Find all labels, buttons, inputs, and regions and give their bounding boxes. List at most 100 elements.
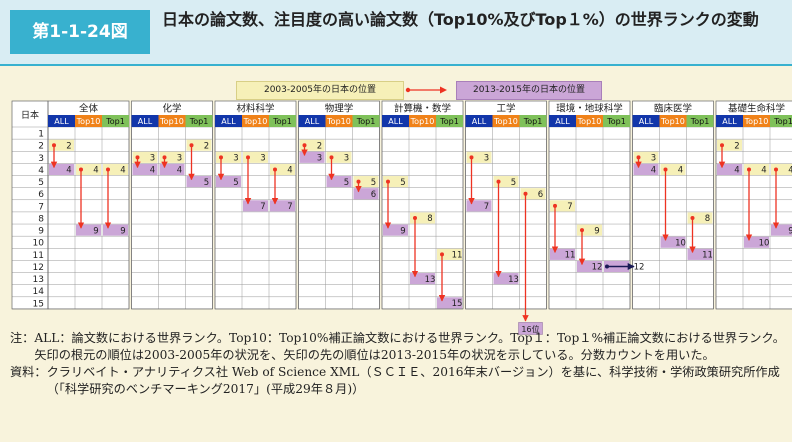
new-position-cell — [466, 200, 492, 212]
metric-header-label: ALL — [639, 117, 654, 126]
old-position-cell — [383, 176, 408, 188]
metric-header-bg — [659, 115, 687, 127]
field-header-bg — [215, 101, 296, 115]
metric-header-bg — [743, 115, 770, 127]
rank-value-new: 5 — [233, 178, 238, 188]
arrow-origin-dot — [690, 215, 695, 220]
arrow-origin-dot — [440, 252, 444, 257]
metric-header-label: ALL — [138, 117, 153, 126]
rank-value-new: 10 — [759, 238, 770, 248]
metric-header-bg — [158, 115, 186, 127]
metric-header-label: Top1 — [523, 117, 543, 126]
note-text: ALL：論文数における世界ランク。Top10：Top10%補正論文数における世界… — [34, 331, 785, 362]
new-position-cell — [353, 188, 379, 200]
rank-value-old: 3 — [177, 154, 182, 164]
old-position-cell — [270, 163, 295, 176]
new-position-cell — [132, 163, 158, 176]
rank-value-old: 4 — [93, 166, 98, 176]
old-position-cell — [493, 176, 519, 188]
metric-header-label: Top1 — [606, 117, 626, 126]
rank-value-old: 2 — [66, 141, 71, 151]
rank-value-old: 5 — [511, 178, 516, 188]
rank-value-old: 8 — [705, 214, 710, 224]
old-position-cell — [103, 163, 128, 176]
new-position-cell — [660, 236, 686, 248]
new-position-cell — [550, 248, 575, 260]
rank-value-new: 4 — [734, 166, 739, 176]
note-item: 注： ALL：論文数における世界ランク。Top10：Top10%補正論文数におけ… — [10, 330, 786, 364]
new-position-cell — [216, 176, 241, 188]
metric-header-label: ALL — [472, 117, 487, 126]
old-position-cell — [410, 212, 435, 224]
figure-header: 第1-1-24図 日本の論文数、注目度の高い論文数（Top10%及びTop１%）… — [0, 0, 792, 66]
rank-label: 8 — [38, 214, 44, 224]
rank-value-old: 3 — [260, 154, 265, 164]
metric-header-bg — [603, 115, 630, 127]
arrow-origin-dot — [162, 155, 167, 160]
rank-value-new: 15 — [452, 299, 463, 309]
field-header-bg — [298, 101, 380, 115]
arrow-origin-dot — [106, 167, 110, 172]
new-position-cell — [243, 200, 268, 212]
rank-label: 12 — [33, 263, 44, 273]
rank-label: 1 — [38, 130, 44, 140]
field-border — [298, 100, 380, 310]
old-position-cell — [466, 151, 492, 163]
metric-header-bg — [298, 115, 326, 127]
field-border — [381, 100, 464, 310]
metric-header-bg — [632, 115, 660, 127]
rank-value-new: 9 — [120, 226, 125, 236]
metric-header-label: Top10 — [243, 117, 268, 126]
rank-value-old: 7 — [567, 202, 572, 212]
arrow-origin-dot — [747, 167, 751, 172]
source-item: 資料： クラリベイト・アナリティクス社 Web of Science XML（Ｓ… — [10, 364, 786, 398]
arrow-origin-dot — [605, 264, 609, 269]
field-header-bg — [632, 101, 714, 115]
rank-value-new: 12 — [592, 263, 603, 273]
metric-header-label: ALL — [221, 117, 236, 126]
old-position-cell — [771, 163, 792, 176]
metric-header-label: ALL — [555, 117, 570, 126]
old-position-cell — [159, 151, 185, 163]
old-position-cell — [744, 163, 769, 176]
legend-old-position: 2003-2005年の日本の位置 — [236, 81, 404, 100]
new-position-cell — [744, 236, 769, 248]
metric-header-bg — [185, 115, 213, 127]
rank-label: 9 — [38, 227, 44, 237]
field-border — [214, 100, 297, 310]
rank-label: 7 — [38, 202, 44, 212]
arrow-origin-dot — [580, 228, 584, 233]
metric-header-label: Top1 — [439, 117, 459, 126]
rank-value-old: 3 — [344, 154, 349, 164]
arrow-origin-dot — [469, 155, 474, 160]
rank-value-new: 7 — [484, 202, 489, 212]
new-position-cell — [437, 297, 462, 309]
figure-title: 日本の論文数、注目度の高い論文数（Top10%及びTop１%）の世界ランクの変動 — [162, 10, 759, 29]
arrow-origin-dot — [356, 179, 361, 184]
arrow-origin-dot — [273, 167, 277, 172]
rank-value-new: 9 — [400, 226, 405, 236]
old-position-cell — [687, 212, 713, 224]
new-position-cell — [577, 260, 602, 273]
rank-value-new: 9 — [788, 226, 792, 236]
note-label: 注： — [10, 331, 35, 345]
rank-label: 15 — [33, 299, 44, 309]
old-position-cell — [437, 248, 462, 260]
field-name: 基礎生命科学 — [728, 103, 785, 115]
metric-header-label: Top10 — [326, 117, 351, 126]
old-position-cell — [717, 139, 742, 151]
metric-header-bg — [770, 115, 792, 127]
new-position-cell — [299, 151, 325, 163]
overflow-rank-label: 16位 — [521, 324, 539, 334]
rank-value-new: 4 — [66, 166, 71, 176]
new-position-cell — [717, 163, 742, 176]
old-position-cell — [577, 224, 602, 236]
notes-section: 注： ALL：論文数における世界ランク。Top10：Top10%補正論文数におけ… — [10, 330, 786, 398]
arrow-origin-dot — [329, 155, 334, 160]
metric-header-bg — [75, 115, 102, 127]
metric-header-bg — [519, 115, 547, 127]
arrow-origin-dot — [189, 143, 194, 148]
rank-value-old: 9 — [594, 226, 599, 236]
new-position-cell — [326, 176, 352, 188]
metric-header-label: ALL — [388, 117, 403, 126]
